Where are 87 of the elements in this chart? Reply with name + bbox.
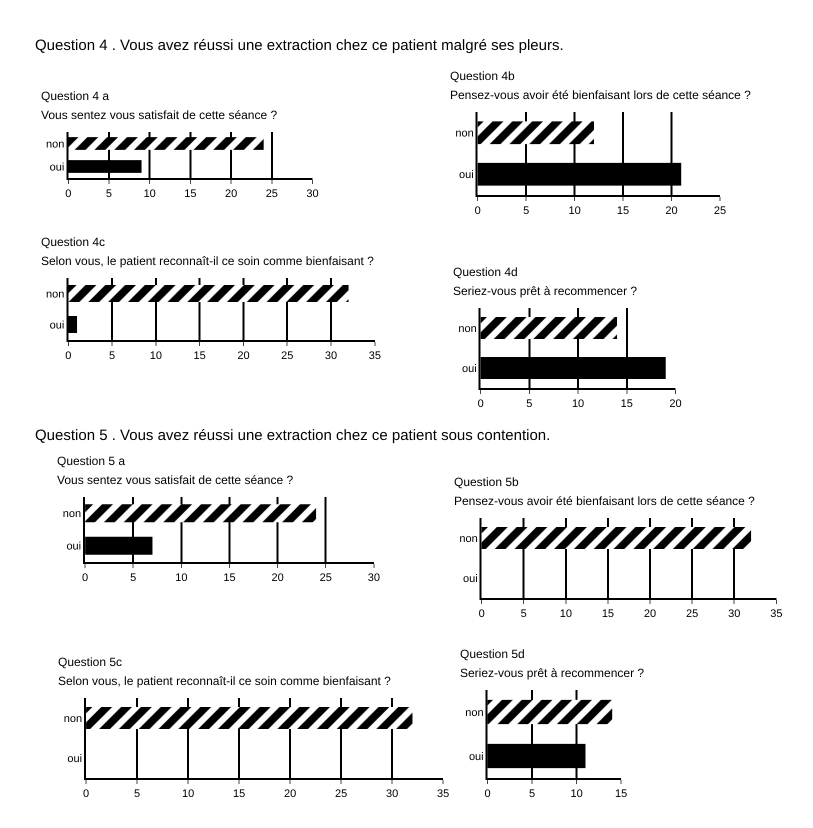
y-tick-label: non xyxy=(459,532,478,545)
x-tick-label: 5 xyxy=(526,398,532,410)
x-tick-label: 25 xyxy=(714,205,726,218)
chart-title: Question 4 a xyxy=(41,89,110,103)
x-tick-label: 15 xyxy=(223,572,236,584)
x-tick-label: 5 xyxy=(529,788,536,800)
chart-subtitle: Vous sentez vous satisfait de cette séance ? xyxy=(57,473,294,487)
y-tick-label: oui xyxy=(50,161,64,174)
chart-subtitle: Selon vous, le patient reconnaît-il ce soin comme bienfaisant ? xyxy=(58,674,392,688)
x-tick-label: 10 xyxy=(150,350,162,362)
x-tick-label: 15 xyxy=(620,398,633,410)
chart-subtitle: Pensez-vous avoir été bienfaisant lors de cette séance ? xyxy=(450,88,752,102)
y-tick-label: non xyxy=(46,288,64,300)
chart-title: Question 5 a xyxy=(57,454,126,468)
x-tick-label: 0 xyxy=(82,572,88,584)
chart-title: Question 5c xyxy=(58,655,122,669)
x-tick-label: 10 xyxy=(568,205,581,218)
x-tick-label: 30 xyxy=(368,572,380,584)
y-tick-label: non xyxy=(46,138,64,150)
y-tick-label: oui xyxy=(67,752,82,765)
x-tick-label: 10 xyxy=(144,188,156,200)
x-tick-label: 20 xyxy=(669,398,682,410)
y-tick-label: oui xyxy=(50,319,64,332)
x-tick-label: 20 xyxy=(271,572,284,584)
x-tick-label: 0 xyxy=(478,398,484,410)
y-tick-label: oui xyxy=(463,572,478,585)
y-tick-label: oui xyxy=(468,750,484,763)
x-tick-label: 25 xyxy=(266,188,278,200)
text: Question 4 . Vous avez réussi une extraction chez ce patient malgré ses pleurs. xyxy=(35,37,564,54)
x-tick-label: 20 xyxy=(224,188,238,200)
x-tick-label: 25 xyxy=(334,788,348,800)
y-tick-label: non xyxy=(455,128,474,140)
x-tick-label: 35 xyxy=(436,788,450,800)
x-tick-label: 10 xyxy=(560,608,572,620)
chart-title: Question 4b xyxy=(450,69,516,83)
x-tick-label: 15 xyxy=(194,350,206,362)
x-tick-label: 15 xyxy=(614,788,628,800)
x-tick-label: 20 xyxy=(284,788,296,800)
chart-subtitle: Seriez-vous prêt à recommencer ? xyxy=(460,666,644,680)
x-tick-label: 25 xyxy=(281,350,294,362)
x-tick-label: 0 xyxy=(65,350,72,362)
x-tick-label: 10 xyxy=(182,788,194,800)
x-tick-label: 5 xyxy=(134,788,140,800)
chart-subtitle: Vous sentez vous satisfait de cette séance ? xyxy=(41,108,278,122)
y-tick-label: oui xyxy=(462,362,477,375)
x-tick-label: 20 xyxy=(644,608,656,620)
x-tick-label: 30 xyxy=(306,188,319,200)
x-tick-label: 25 xyxy=(686,608,698,620)
x-tick-label: 0 xyxy=(478,608,485,620)
x-tick-label: 35 xyxy=(368,350,381,362)
y-tick-label: non xyxy=(62,508,82,520)
chart-subtitle: Pensez-vous avoir été bienfaisant lors de cette séance ? xyxy=(454,494,756,508)
chart-subtitle: Seriez-vous prêt à recommencer ? xyxy=(453,284,638,298)
text: Question 5 . Vous avez réussi une extraction chez ce patient sous contention. xyxy=(35,427,550,444)
x-tick-label: 0 xyxy=(484,788,491,800)
x-tick-label: 5 xyxy=(106,188,112,200)
x-tick-label: 10 xyxy=(570,788,583,800)
x-tick-label: 10 xyxy=(572,398,584,410)
x-tick-label: 35 xyxy=(770,608,782,620)
y-tick-label: non xyxy=(64,712,82,725)
x-tick-label: 30 xyxy=(324,350,338,362)
x-tick-label: 5 xyxy=(523,205,530,218)
x-tick-label: 0 xyxy=(474,205,481,218)
chart-title: Question 4c xyxy=(41,235,106,249)
y-tick-label: non xyxy=(458,322,477,335)
x-tick-label: 20 xyxy=(237,350,250,362)
y-tick-label: oui xyxy=(459,169,474,182)
y-tick-label: non xyxy=(465,706,484,719)
chart-title: Question 5b xyxy=(454,475,520,489)
x-tick-label: 25 xyxy=(320,572,332,584)
chart-title: Question 5d xyxy=(460,647,525,661)
x-tick-label: 5 xyxy=(130,572,136,584)
x-tick-label: 20 xyxy=(665,205,678,218)
x-tick-label: 15 xyxy=(184,188,197,200)
x-tick-label: 15 xyxy=(232,788,246,800)
chart-subtitle: Selon vous, le patient reconnaît-il ce soin comme bienfaisant ? xyxy=(41,254,374,268)
x-tick-label: 0 xyxy=(83,788,90,800)
x-tick-label: 5 xyxy=(109,350,116,362)
y-tick-label: oui xyxy=(66,540,82,553)
x-tick-label: 15 xyxy=(602,608,614,620)
chart-title: Question 4d xyxy=(453,265,518,279)
x-tick-label: 30 xyxy=(386,788,398,800)
x-tick-label: 10 xyxy=(175,572,188,584)
x-tick-label: 0 xyxy=(65,188,72,200)
x-tick-label: 15 xyxy=(616,205,630,218)
x-tick-label: 5 xyxy=(520,608,527,620)
x-tick-label: 30 xyxy=(728,608,740,620)
